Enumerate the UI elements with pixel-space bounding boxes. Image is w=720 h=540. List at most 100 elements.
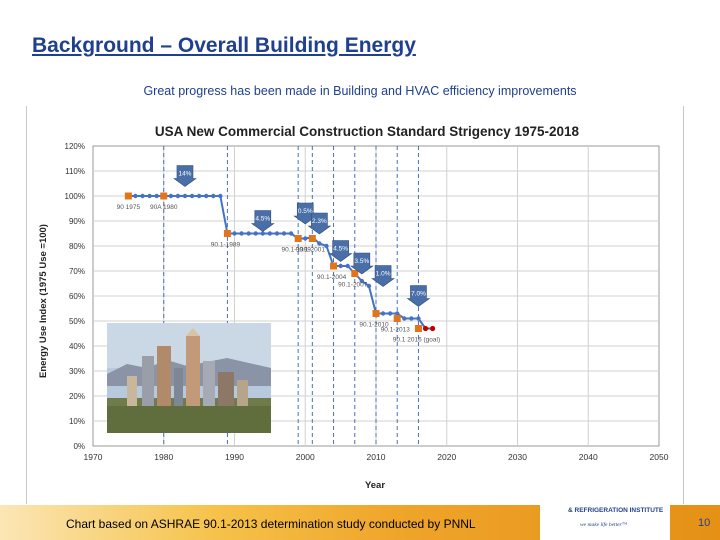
series-point — [140, 193, 145, 199]
standard-label: 90.1-1989 — [211, 242, 241, 249]
y-tick-label: 70% — [69, 267, 85, 276]
standard-marker — [351, 270, 359, 277]
standard-marker — [330, 262, 338, 270]
city-photo — [107, 323, 271, 433]
series-point — [281, 231, 287, 236]
standard-label: 90A 1980 — [150, 204, 178, 211]
series-point — [303, 236, 308, 241]
standard-label: 90.1-2010 — [359, 322, 389, 329]
footer-bar: Chart based on ASHRAE 90.1-2013 determin… — [0, 505, 720, 540]
x-tick-label: 2020 — [437, 452, 456, 462]
x-axis-label: Year — [365, 480, 385, 491]
standard-label: 90 1975 — [117, 204, 141, 211]
reduction-label: 4.5% — [255, 216, 270, 223]
y-tick-label: 0% — [73, 442, 85, 451]
series-point — [274, 231, 280, 236]
projected-point — [430, 325, 436, 332]
series-point — [168, 193, 174, 199]
standard-label: 90.1 2016 (goal) — [393, 337, 440, 344]
series-point — [204, 193, 209, 199]
y-tick-label: 40% — [69, 342, 85, 351]
source-note: Chart based on ASHRAE 90.1-2013 determin… — [66, 517, 476, 531]
y-tick-label: 90% — [69, 217, 85, 226]
series-point — [267, 231, 273, 236]
chart-frame: USA New Commercial Construction Standard… — [26, 106, 684, 504]
chart-title: USA New Commercial Construction Standard… — [155, 124, 580, 139]
projected-point — [422, 325, 429, 332]
standard-marker — [223, 230, 231, 237]
series-point — [246, 231, 251, 236]
series-point — [182, 193, 188, 199]
down-arrow-icon — [250, 210, 275, 232]
down-arrow-icon — [406, 285, 431, 307]
series-point — [196, 193, 202, 199]
series-point — [387, 311, 393, 316]
series-point — [359, 278, 365, 284]
series-point — [366, 283, 372, 289]
y-tick-label: 120% — [65, 142, 85, 151]
series-point — [345, 263, 350, 269]
series-point — [324, 243, 329, 249]
y-axis-label: Energy Use Index (1975 Use =100) — [38, 224, 49, 378]
series-point — [218, 193, 223, 199]
series-point — [260, 231, 265, 236]
y-tick-label: 10% — [69, 417, 85, 426]
series-point — [416, 316, 421, 321]
y-tick-label: 30% — [69, 367, 85, 376]
reduction-label: 4.5% — [333, 246, 348, 253]
reduction-label: 0.5% — [298, 208, 313, 215]
slide-subtitle: Great progress has been made in Building… — [143, 84, 577, 98]
reduction-label: 2.3% — [312, 218, 327, 225]
y-tick-label: 100% — [65, 192, 85, 201]
reduction-label: 3.5% — [354, 258, 369, 265]
series-point — [175, 193, 181, 199]
down-arrow-icon — [371, 265, 395, 287]
reduction-label: 7.0% — [411, 291, 426, 298]
series-point — [395, 311, 400, 316]
standard-marker — [372, 310, 380, 317]
x-tick-label: 2040 — [579, 452, 598, 462]
series-point — [380, 311, 386, 316]
series-point — [189, 193, 195, 199]
standard-marker — [414, 325, 422, 332]
institute-logo: & REFRIGERATION INSTITUTE we make life b… — [540, 505, 670, 540]
x-tick-label: 2010 — [367, 452, 386, 462]
y-tick-label: 50% — [69, 317, 85, 326]
y-tick-label: 60% — [69, 292, 85, 301]
down-arrow-icon — [293, 202, 318, 225]
standard-label: 90.1-2001 — [296, 247, 326, 254]
standard-marker — [393, 315, 401, 322]
reduction-label: 14% — [178, 171, 191, 178]
x-tick-label: 2030 — [508, 452, 527, 462]
series-point — [253, 231, 258, 236]
standard-marker — [308, 235, 316, 242]
series-point — [147, 193, 152, 199]
series-point — [211, 193, 216, 199]
energy-chart: USA New Commercial Construction Standard… — [38, 124, 669, 491]
standard-label: 90.1-2004 — [317, 274, 347, 281]
series-point — [402, 316, 407, 321]
series-point — [288, 231, 294, 236]
down-arrow-icon — [173, 165, 197, 187]
reduction-label: 1.0% — [376, 271, 391, 278]
standard-marker — [160, 192, 168, 200]
down-arrow-icon — [349, 252, 374, 275]
x-tick-label: 2050 — [650, 452, 669, 462]
slide-title: Background – Overall Building Energy — [32, 34, 416, 57]
series-point — [338, 263, 343, 269]
x-tick-label: 1980 — [154, 452, 173, 462]
series-point — [232, 231, 237, 236]
x-tick-label: 2000 — [296, 452, 315, 462]
series-point — [154, 193, 159, 199]
standard-marker — [124, 192, 132, 200]
page-number: 10 — [698, 517, 711, 529]
standard-marker — [294, 235, 302, 242]
standard-label: 90.1-2007 — [338, 282, 368, 289]
y-tick-label: 80% — [69, 242, 85, 251]
y-tick-label: 110% — [65, 167, 85, 176]
standard-label: 90.1-1999 — [282, 247, 312, 254]
down-arrow-icon — [307, 212, 332, 235]
standard-label: 90.1-2013 — [381, 327, 411, 334]
logo-text: & REFRIGERATION INSTITUTE — [568, 507, 664, 514]
x-tick-label: 1970 — [84, 452, 103, 462]
